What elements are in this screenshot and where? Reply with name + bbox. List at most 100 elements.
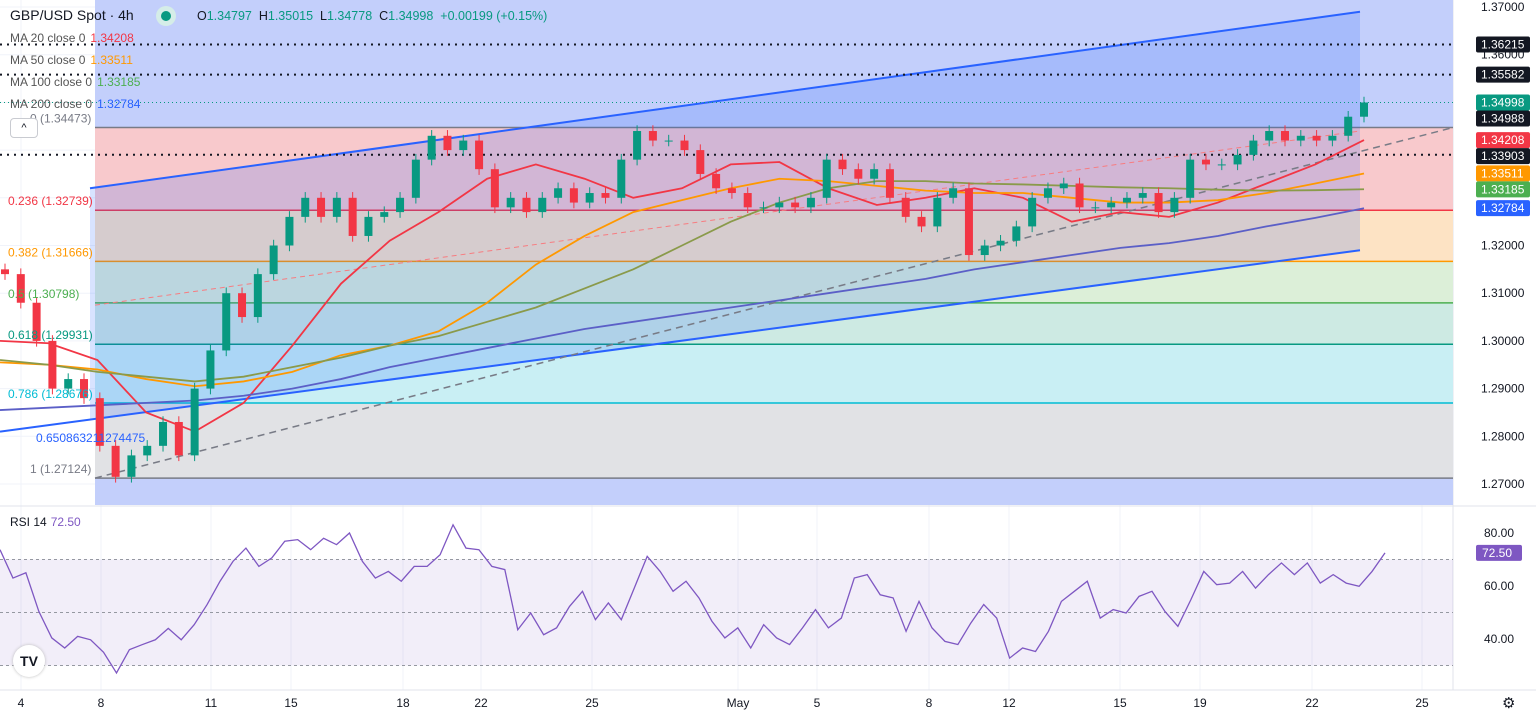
candle [933, 197, 942, 227]
price-tick: 1.30000 [1481, 334, 1525, 348]
time-tick: 4 [18, 696, 25, 710]
fib-zone [95, 403, 1453, 479]
time-tick: 8 [98, 696, 105, 710]
fib-extension-bottom [95, 478, 1453, 505]
candle [1107, 202, 1116, 208]
candle [332, 197, 341, 217]
rsi-legend[interactable]: RSI 14 72.50 [10, 515, 81, 529]
chart-legend: GBP/USD Spot · 4h O1.34797 H1.35015 L1.3… [10, 7, 547, 23]
candle [64, 379, 73, 389]
ohlc-values: O1.34797 H1.35015 L1.34778 C1.34998 +0.0… [196, 9, 548, 23]
candle [301, 197, 310, 217]
candle [95, 398, 104, 446]
candle [870, 169, 879, 179]
price-label: 1.34998 [1481, 95, 1525, 109]
price-label-box [1476, 36, 1530, 53]
channel-ratio-label: 0.650863211274475 [36, 431, 146, 445]
candle [1043, 188, 1052, 198]
ma100-legend[interactable]: MA 100 close 0 1.33185 [10, 75, 141, 89]
ma200-legend[interactable]: MA 200 close 0 1.32784 [10, 97, 141, 111]
candle [411, 159, 420, 198]
candle [522, 197, 531, 213]
candle [1, 269, 9, 275]
candle [111, 445, 120, 477]
candle [664, 140, 673, 142]
price-label: 1.34208 [1481, 133, 1525, 147]
candle [506, 197, 515, 208]
rsi-value-label: 72.50 [1482, 546, 1512, 560]
candle [743, 193, 752, 208]
price-label-box [1476, 181, 1530, 198]
candle [601, 193, 610, 198]
fib-level-label: 0.786 (1.28676) [8, 387, 93, 401]
fib-retracement [95, 0, 1453, 505]
collapse-legend-button[interactable]: ^ [10, 118, 38, 138]
tradingview-logo[interactable]: TV [13, 645, 45, 677]
candle [1201, 159, 1210, 165]
channel-upper-line [89, 10, 1361, 190]
price-tick: 1.31000 [1481, 286, 1525, 300]
time-axis[interactable]: 4 8 11 15 18 22 25 May 5 8 12 15 19 22 25 [0, 689, 1536, 710]
candle [538, 197, 547, 213]
fib-level-label: 0.382 (1.31666) [8, 245, 93, 259]
candle [127, 455, 136, 477]
candle [1028, 197, 1037, 227]
symbol-title[interactable]: GBP/USD Spot · 4h [10, 7, 134, 23]
candle [1233, 154, 1242, 165]
candle [633, 131, 642, 160]
candle [1312, 135, 1321, 141]
time-tick: 12 [1002, 696, 1016, 710]
candle [569, 188, 578, 203]
chevron-up-icon: ^ [21, 122, 27, 134]
time-tick: 5 [814, 696, 821, 710]
candle [1280, 131, 1289, 141]
gear-icon[interactable]: ⚙ [1502, 695, 1516, 712]
candle [838, 159, 847, 170]
candle [80, 379, 89, 399]
candle [554, 188, 563, 198]
price-axis[interactable]: 1.370001.360001.320001.310001.300001.290… [1476, 0, 1530, 491]
candle [475, 140, 484, 170]
candle [806, 197, 815, 208]
price-tick: 1.32000 [1481, 239, 1525, 253]
candle [396, 197, 405, 213]
candle [1344, 116, 1353, 136]
candle [996, 240, 1005, 246]
time-tick: 11 [205, 696, 218, 710]
fib-extension-top [95, 0, 1453, 128]
fib-level-label: 0.618 (1.29931) [8, 328, 93, 342]
time-tick: 8 [926, 696, 933, 710]
candle [885, 169, 894, 198]
time-tick: 19 [1193, 696, 1207, 710]
candle [727, 188, 736, 194]
candle [1122, 197, 1131, 203]
ma50-legend[interactable]: MA 50 close 0 1.33511 [10, 53, 133, 67]
price-label: 1.33903 [1481, 149, 1525, 163]
price-label-box [1476, 94, 1530, 111]
price-tick: 1.29000 [1481, 382, 1525, 396]
candle [1265, 131, 1274, 141]
fib-level-label: 0 (1.34473) [30, 112, 91, 126]
candle [712, 173, 721, 189]
moving-averages [0, 139, 1365, 433]
rsi-line [0, 523, 1386, 675]
candle [190, 388, 199, 456]
candle [696, 150, 705, 174]
price-label: 1.32784 [1481, 201, 1525, 215]
ma20-legend[interactable]: MA 20 close 0 1.34208 [10, 31, 134, 45]
fib-level-label: 0.236 (1.32739) [8, 194, 93, 208]
rsi-tick: 40.00 [1484, 632, 1514, 646]
candle [1360, 102, 1368, 117]
candle [285, 216, 294, 246]
candle [1012, 226, 1021, 241]
candle [206, 350, 215, 389]
candle [1296, 135, 1305, 141]
time-tick: May [727, 696, 750, 710]
candle [317, 197, 326, 217]
candle [1328, 135, 1337, 141]
candle [490, 169, 499, 208]
candle [459, 140, 468, 151]
candles [1, 96, 1368, 483]
candle [16, 274, 25, 303]
